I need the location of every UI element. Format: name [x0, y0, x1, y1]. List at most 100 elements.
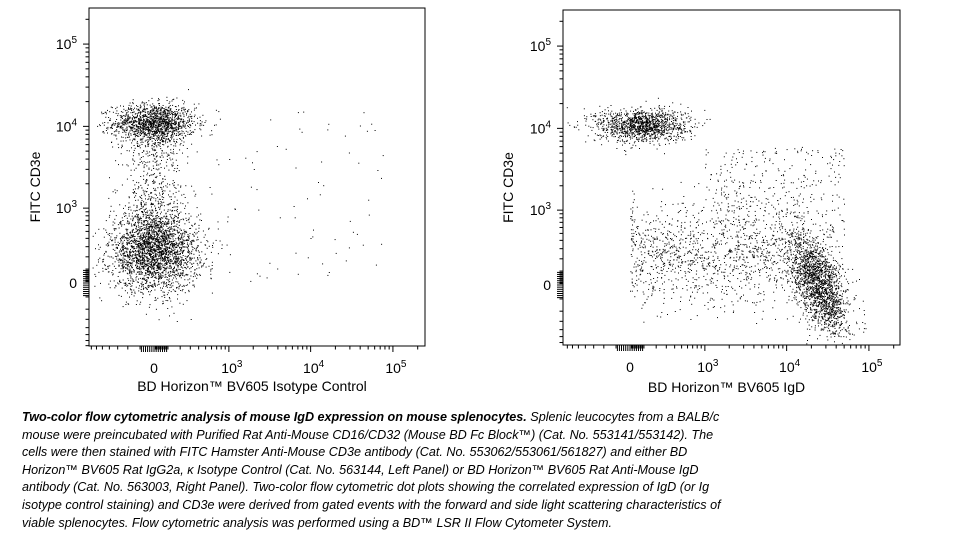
- event-dot: [147, 112, 149, 114]
- event-dot: [117, 247, 118, 249]
- event-dot: [160, 282, 162, 284]
- event-dot: [631, 134, 633, 136]
- event-dot: [307, 257, 309, 259]
- event-dot: [171, 165, 173, 167]
- event-dot: [153, 106, 155, 108]
- event-dot: [155, 222, 157, 224]
- event-dot: [131, 225, 133, 227]
- event-dot: [168, 241, 170, 243]
- event-dot: [157, 118, 159, 120]
- event-dot: [132, 219, 134, 221]
- event-dot: [139, 243, 140, 245]
- event-dot: [187, 252, 189, 253]
- event-dot: [164, 241, 166, 243]
- event-dot: [158, 281, 159, 283]
- event-dot: [368, 199, 370, 201]
- event-dot: [197, 257, 199, 258]
- event-dot: [156, 265, 158, 267]
- event-dot: [140, 197, 142, 199]
- event-dot: [168, 221, 170, 223]
- event-dot: [156, 108, 157, 110]
- event-dot: [166, 132, 168, 134]
- event-dot: [182, 124, 184, 126]
- event-dot: [120, 221, 122, 223]
- event-dot: [128, 108, 130, 110]
- event-dot: [122, 270, 124, 272]
- event-dot: [171, 250, 173, 252]
- event-dot: [189, 268, 191, 270]
- event-dot: [156, 259, 158, 261]
- event-dot: [175, 278, 177, 280]
- event-dot: [116, 129, 118, 131]
- event-dot: [171, 111, 173, 113]
- event-dot: [164, 239, 166, 241]
- event-dot: [133, 163, 134, 165]
- event-dot: [166, 129, 168, 131]
- event-dot: [130, 231, 132, 233]
- event-dot: [158, 244, 160, 246]
- event-dot: [191, 257, 193, 259]
- event-dot: [123, 129, 125, 131]
- event-dot: [133, 295, 135, 297]
- event-dot: [218, 164, 220, 166]
- event-dot: [100, 282, 101, 284]
- event-dot: [170, 217, 172, 219]
- event-dot: [140, 239, 142, 241]
- event-dot: [174, 123, 175, 125]
- event-dot: [156, 146, 158, 148]
- event-dot: [159, 132, 160, 134]
- event-dot: [345, 260, 347, 262]
- event-dot: [144, 164, 146, 165]
- event-dot: [163, 141, 165, 143]
- event-dot: [142, 206, 144, 208]
- event-dot: [170, 247, 172, 249]
- event-dot: [164, 252, 166, 254]
- event-dot: [124, 110, 126, 112]
- event-dot: [161, 119, 163, 121]
- event-dot: [151, 260, 153, 262]
- event-dot: [142, 266, 144, 268]
- event-dot: [132, 112, 133, 114]
- event-dot: [143, 214, 145, 216]
- event-dot: [381, 243, 383, 245]
- event-dot: [133, 149, 135, 151]
- event-dot: [176, 199, 178, 201]
- event-dot: [130, 276, 132, 278]
- event-dot: [132, 279, 134, 281]
- event-dot: [159, 174, 161, 176]
- event-dot: [132, 267, 133, 269]
- event-dot: [189, 228, 191, 229]
- event-dot: [200, 213, 202, 215]
- event-dot: [170, 251, 171, 253]
- event-dot: [158, 276, 160, 278]
- event-dot: [162, 124, 164, 126]
- event-dot: [143, 243, 145, 245]
- event-dot: [161, 113, 163, 115]
- event-dot: [177, 134, 179, 136]
- event-dot: [125, 304, 127, 305]
- event-dot: [165, 283, 167, 285]
- event-dot: [114, 241, 116, 243]
- event-dot: [161, 236, 163, 238]
- event-dot: [162, 253, 164, 255]
- event-dot: [190, 215, 192, 217]
- event-dot: [147, 231, 149, 233]
- event-dot: [155, 225, 157, 227]
- event-dot: [152, 135, 154, 137]
- event-dot: [161, 154, 163, 156]
- event-dot: [162, 291, 164, 293]
- event-dot: [154, 226, 156, 228]
- event-dot: [151, 227, 153, 229]
- event-dot: [170, 226, 172, 228]
- event-dot: [125, 255, 126, 257]
- event-dot: [170, 284, 172, 286]
- event-dot: [127, 116, 129, 118]
- event-dot: [132, 114, 134, 116]
- event-dot: [178, 190, 180, 192]
- event-dot: [183, 141, 185, 143]
- event-dot: [655, 128, 657, 130]
- event-dot: [149, 266, 151, 267]
- event-dot: [138, 252, 140, 254]
- event-dot: [129, 125, 131, 127]
- event-dot: [150, 253, 152, 255]
